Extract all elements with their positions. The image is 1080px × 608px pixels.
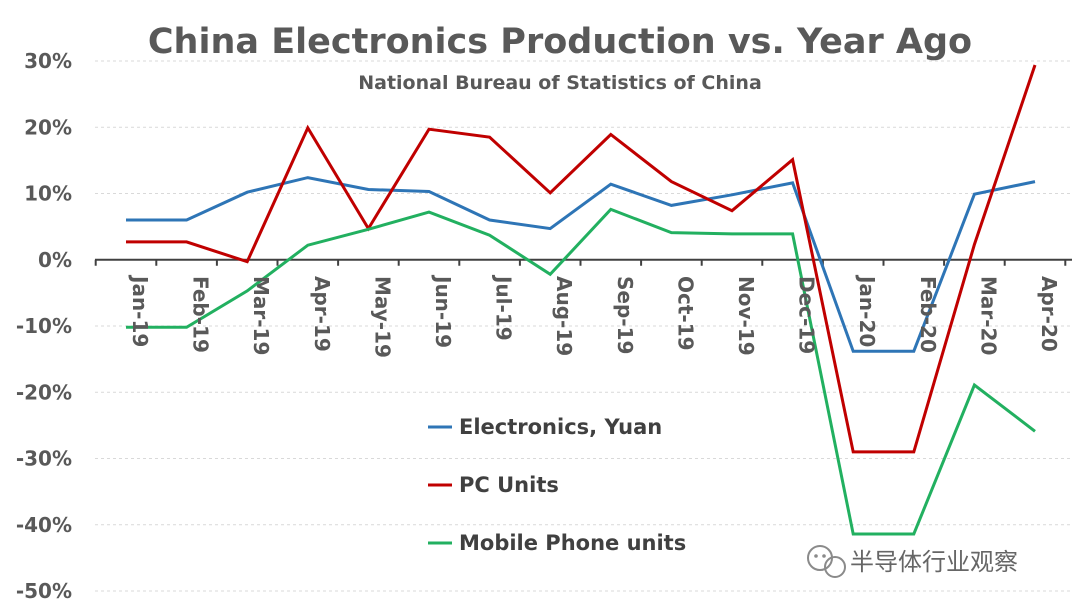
y-tick-label: -10% bbox=[16, 314, 72, 338]
x-tick-label: Mar-19 bbox=[249, 276, 273, 355]
x-tick-label: Aug-19 bbox=[552, 276, 576, 356]
y-tick-label: -50% bbox=[16, 579, 72, 603]
series-line-electronics bbox=[126, 176, 1036, 353]
legend-label-mobile: Mobile Phone units bbox=[459, 531, 686, 555]
wechat-icon bbox=[807, 545, 846, 578]
y-tick-label: -30% bbox=[16, 447, 72, 471]
y-tick-label: -20% bbox=[16, 380, 72, 404]
legend-item-electronics: Electronics, Yuan bbox=[428, 415, 662, 439]
x-tick-label: Jul-19 bbox=[492, 274, 516, 341]
chart-title: China Electronics Production vs. Year Ag… bbox=[148, 22, 972, 62]
legend-label-pc: PC Units bbox=[459, 473, 559, 497]
watermark-text: 半导体行业观察 bbox=[850, 548, 1018, 576]
legend-item-mobile: Mobile Phone units bbox=[428, 531, 686, 555]
y-axis: 30% 20% 10% 0% -10% -20% -30% -40% -50% bbox=[16, 49, 72, 603]
series-lines bbox=[126, 64, 1037, 536]
x-tick-label: Sep-19 bbox=[613, 276, 637, 354]
x-tick-label: May-19 bbox=[370, 276, 394, 358]
x-tick-label: Feb-19 bbox=[189, 276, 213, 353]
x-tick-label: Jan-20 bbox=[855, 274, 879, 347]
legend: Electronics, Yuan PC Units Mobile Phone … bbox=[428, 415, 686, 555]
x-tick-label: Oct-19 bbox=[673, 276, 697, 351]
chart-subtitle: National Bureau of Statistics of China bbox=[358, 72, 762, 94]
x-tick-label: Mar-20 bbox=[976, 276, 1000, 355]
x-tick-label: Apr-20 bbox=[1037, 276, 1061, 352]
x-tick-label: Feb-20 bbox=[916, 276, 940, 353]
series-line-mobile-phone-units bbox=[126, 207, 1036, 536]
legend-label-electronics: Electronics, Yuan bbox=[459, 415, 662, 439]
legend-item-pc: PC Units bbox=[428, 473, 559, 497]
y-tick-label: 30% bbox=[24, 49, 72, 73]
x-tick-label: Jan-19 bbox=[128, 274, 152, 347]
gridlines bbox=[95, 60, 1072, 592]
x-tick-label: Nov-19 bbox=[734, 276, 758, 356]
y-tick-label: 10% bbox=[24, 182, 72, 206]
x-tick-label: Jun-19 bbox=[431, 274, 455, 348]
x-axis bbox=[94, 258, 1072, 266]
y-tick-label: 0% bbox=[38, 248, 72, 272]
watermark: 半导体行业观察 bbox=[807, 545, 1018, 578]
y-tick-label: -40% bbox=[16, 513, 72, 537]
x-tick-label: Dec-19 bbox=[795, 276, 819, 354]
series-line-pc-units bbox=[126, 64, 1037, 454]
y-tick-label: 20% bbox=[24, 115, 72, 139]
x-tick-label: Apr-19 bbox=[310, 276, 334, 352]
x-tick-labels: Jan-19 Feb-19 Mar-19 Apr-19 May-19 Jun-19 Jul-… bbox=[128, 274, 1061, 358]
